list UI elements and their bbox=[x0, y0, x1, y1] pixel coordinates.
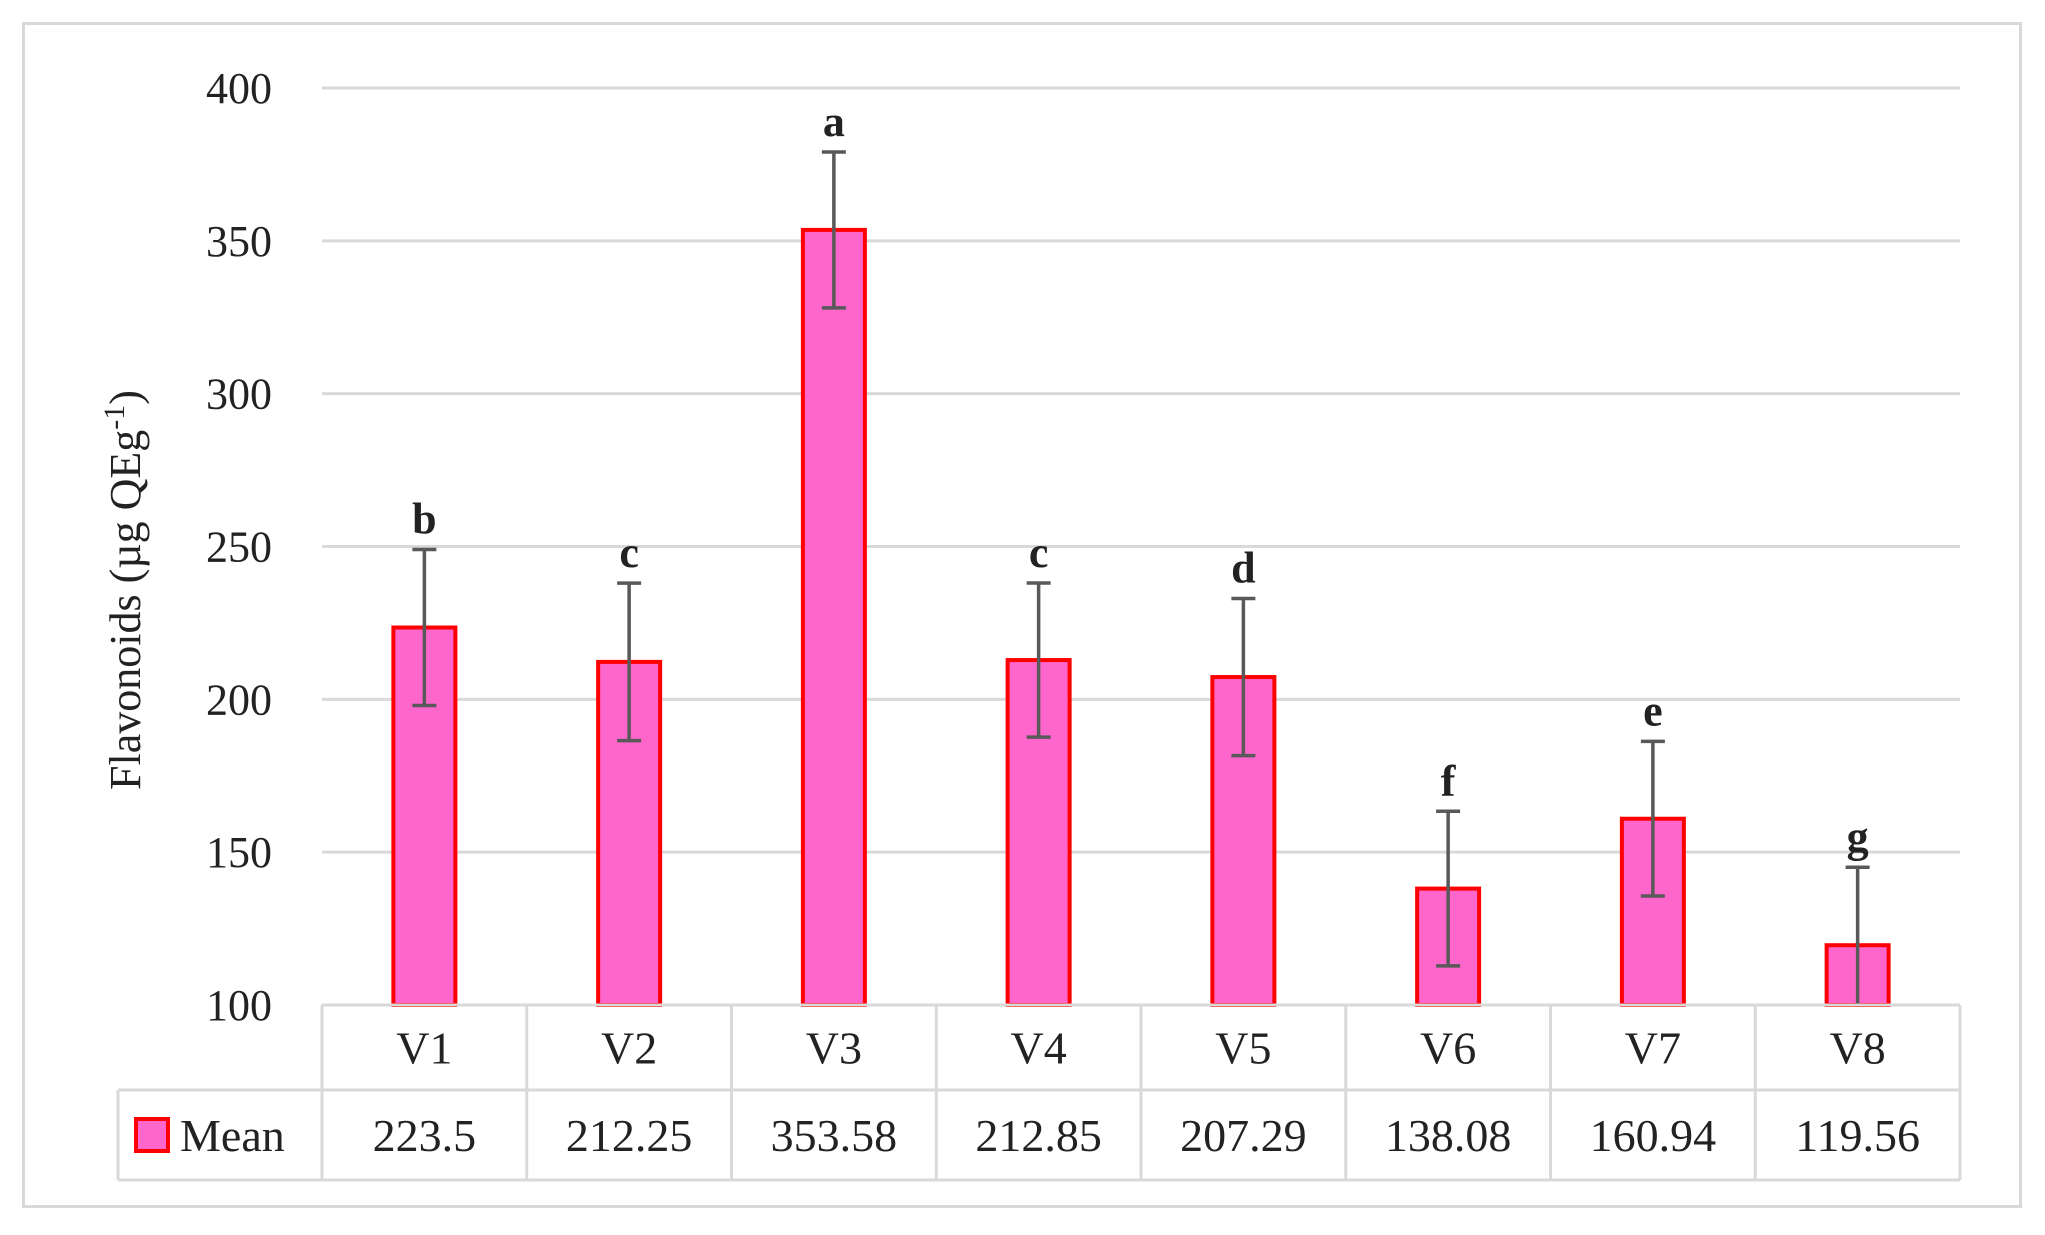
x-tick-label: V1 bbox=[396, 1023, 452, 1074]
x-tick-label: V7 bbox=[1625, 1023, 1681, 1074]
significance-letter: c bbox=[1029, 528, 1049, 577]
x-tick-label: V6 bbox=[1420, 1023, 1476, 1074]
data-label: 160.94 bbox=[1590, 1110, 1717, 1161]
gridlines bbox=[322, 86, 1960, 854]
x-tick-label: V8 bbox=[1830, 1023, 1886, 1074]
significance-letter: d bbox=[1231, 543, 1255, 592]
x-tick-label: V3 bbox=[806, 1023, 862, 1074]
data-label: 119.56 bbox=[1795, 1110, 1920, 1161]
significance-letters: b c a c d f e g bbox=[412, 97, 1868, 861]
y-axis-label-sup: -1 bbox=[98, 405, 131, 430]
legend-swatch bbox=[134, 1117, 170, 1153]
data-label: 207.29 bbox=[1180, 1110, 1307, 1161]
legend-label: Mean bbox=[180, 1110, 285, 1161]
x-tick-label: V4 bbox=[1011, 1023, 1067, 1074]
bars bbox=[391, 227, 1891, 1008]
y-tick-label: 300 bbox=[206, 370, 272, 419]
chart-frame bbox=[22, 22, 2022, 1208]
x-tick-label: V5 bbox=[1215, 1023, 1271, 1074]
y-axis-label: Flavonoids (µg QEg-1) bbox=[98, 390, 151, 790]
y-tick-label: 100 bbox=[206, 981, 272, 1030]
y-tick-label: 150 bbox=[206, 828, 272, 877]
y-tick-label: 400 bbox=[206, 64, 272, 113]
data-label: 353.58 bbox=[771, 1110, 898, 1161]
y-tick-label: 200 bbox=[206, 675, 272, 724]
y-axis-ticks: 100 150 200 250 300 350 400 bbox=[206, 64, 272, 1030]
y-axis-label-end: ) bbox=[101, 390, 150, 405]
data-label: 212.25 bbox=[566, 1110, 693, 1161]
data-label: 212.85 bbox=[975, 1110, 1102, 1161]
significance-letter: g bbox=[1847, 812, 1869, 861]
significance-letter: b bbox=[412, 495, 436, 544]
significance-letter: f bbox=[1441, 756, 1457, 805]
significance-letter: e bbox=[1643, 686, 1663, 735]
significance-letter: a bbox=[823, 97, 845, 146]
y-axis-label-main: Flavonoids (µg QEg bbox=[101, 430, 150, 790]
significance-letter: c bbox=[619, 528, 639, 577]
error-bars bbox=[412, 150, 1870, 1005]
x-tick-label: V2 bbox=[601, 1023, 657, 1074]
bar-v3 bbox=[800, 227, 867, 1008]
y-tick-label: 250 bbox=[206, 523, 272, 572]
data-label: 138.08 bbox=[1385, 1110, 1512, 1161]
data-label: 223.5 bbox=[373, 1110, 477, 1161]
y-tick-label: 350 bbox=[206, 217, 272, 266]
data-table: V1 223.5 V2 212.25 V3 353.58 V4 212.85 V5 207.29 V… bbox=[116, 1003, 1962, 1182]
